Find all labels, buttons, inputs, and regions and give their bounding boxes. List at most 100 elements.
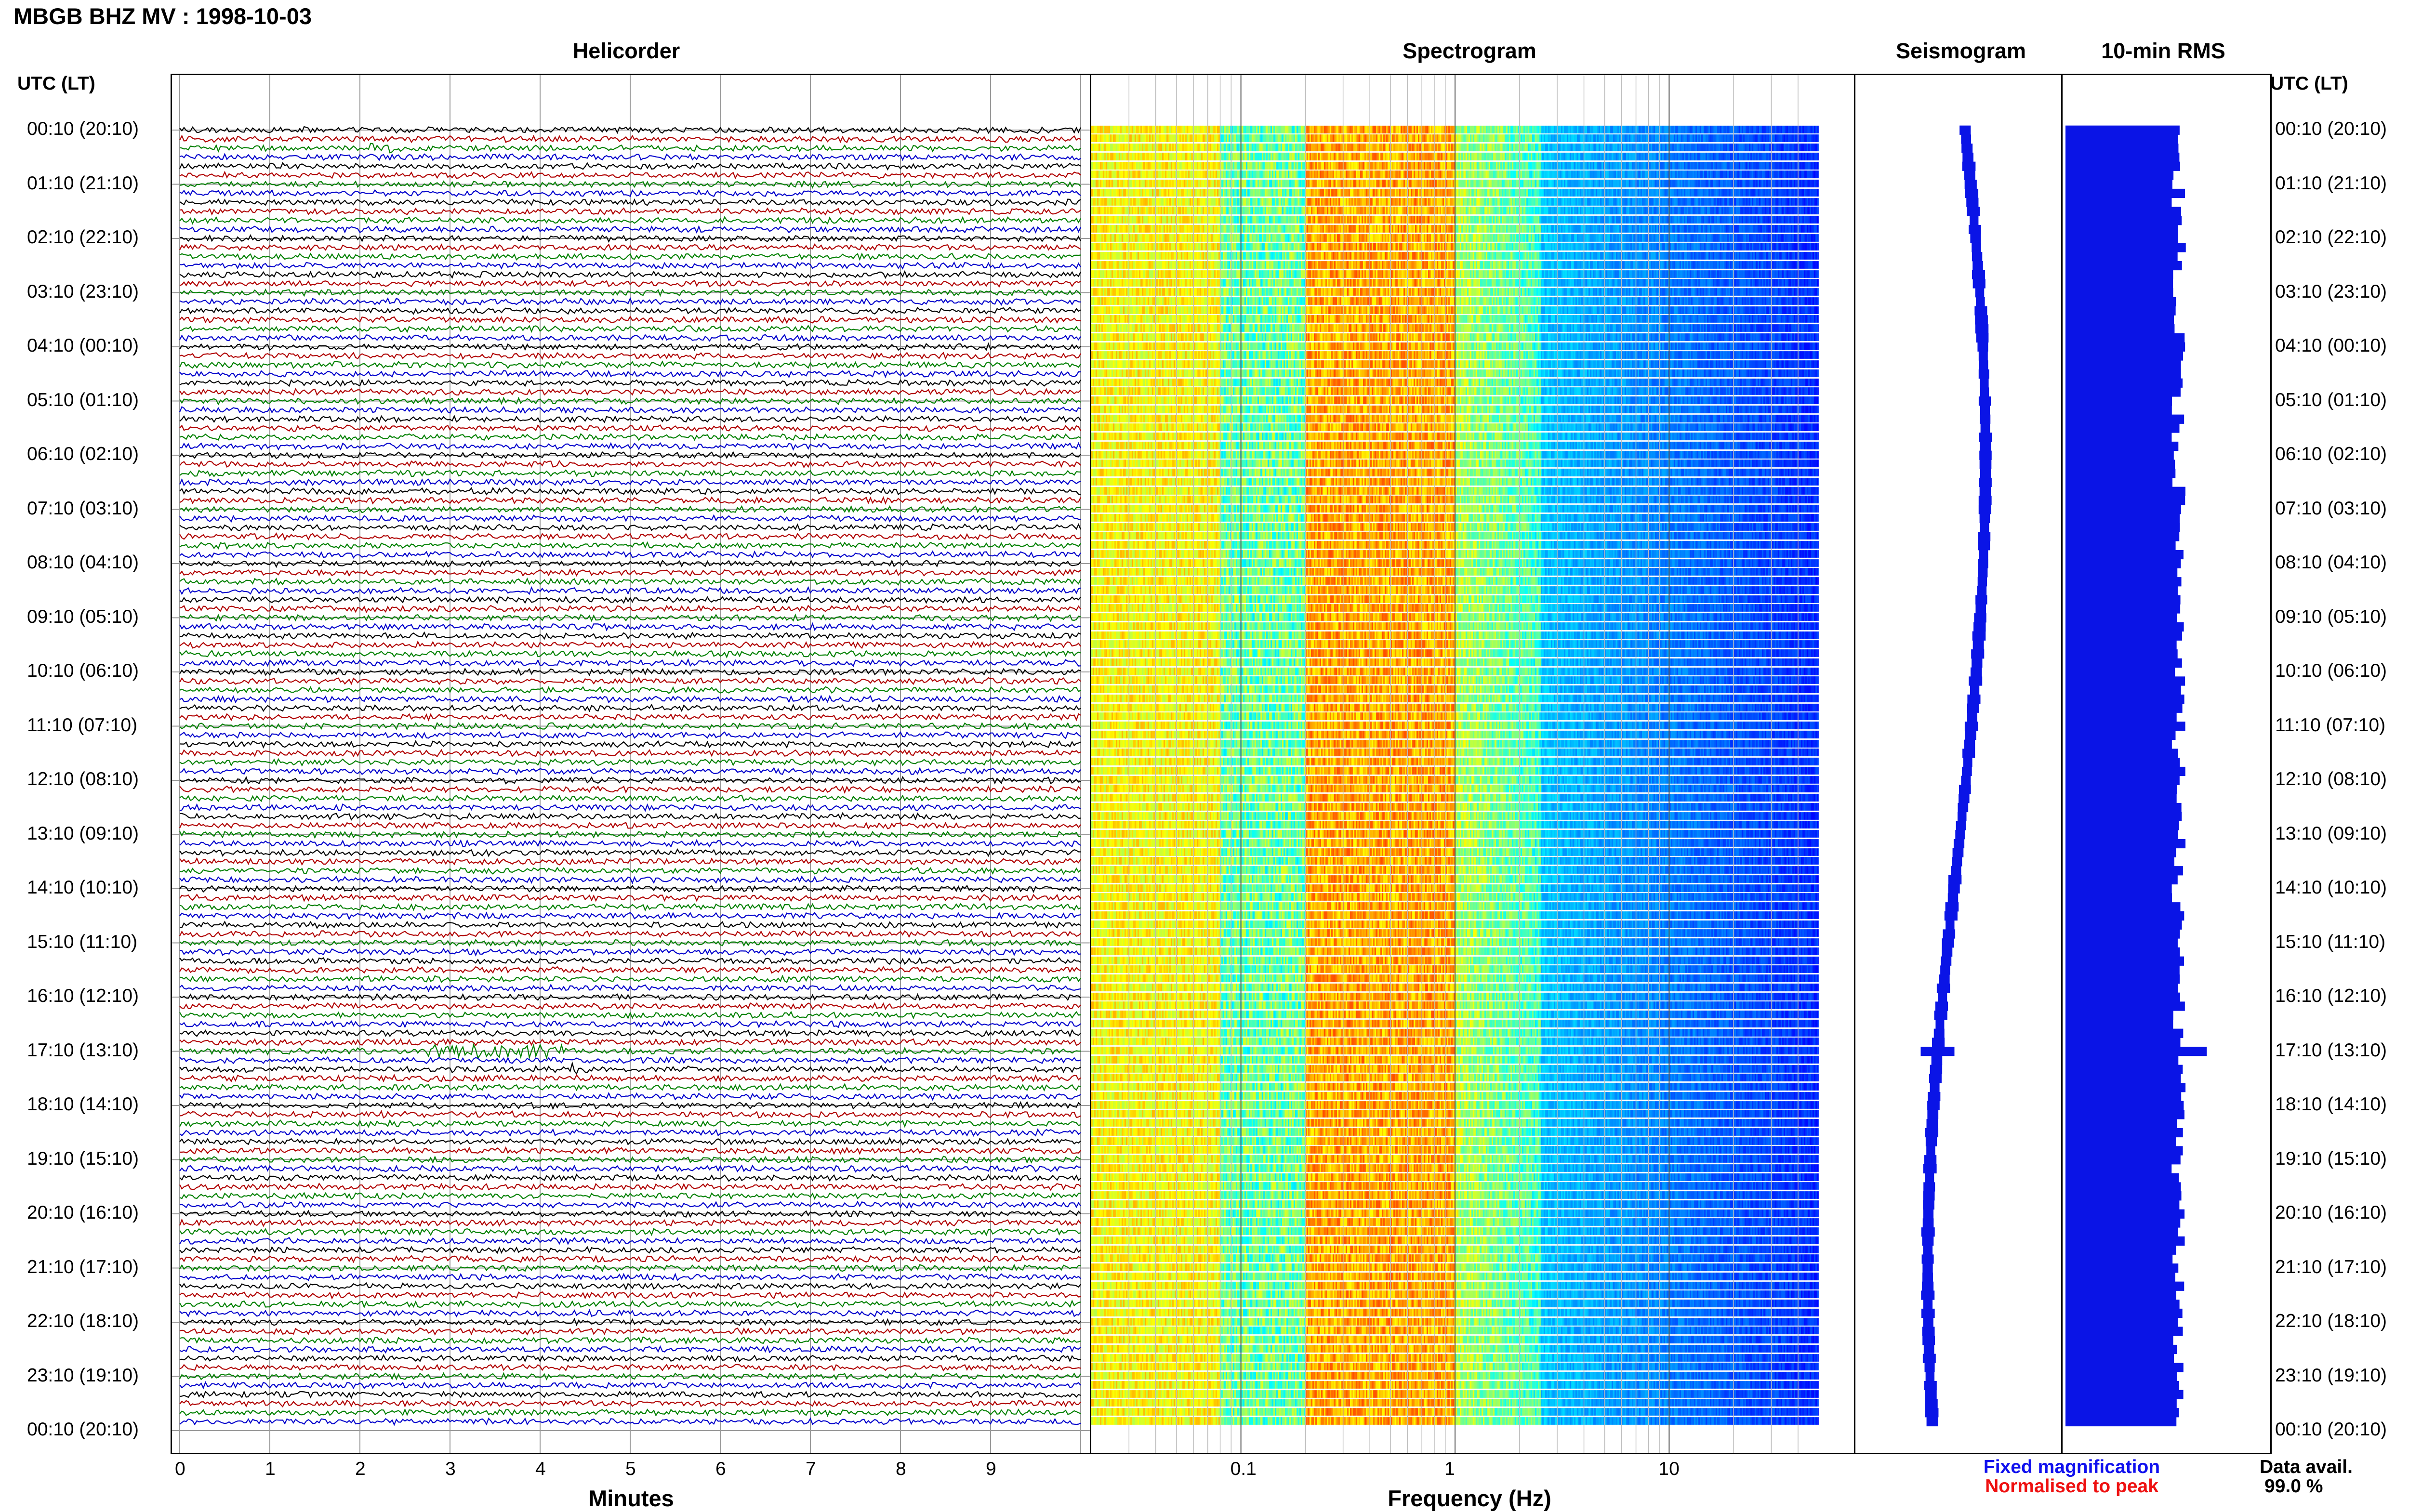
helicorder-trace: [179, 1029, 1081, 1038]
seismogram-segment: [1978, 369, 1989, 379]
helicorder-trace: [179, 667, 1081, 676]
seismogram-segment: [1922, 1236, 1934, 1246]
seismogram-segment: [1923, 1300, 1933, 1309]
seismogram-segment: [1979, 433, 1992, 442]
rms-bar: [2065, 477, 2173, 487]
helicorder-trace: [179, 243, 1081, 251]
seismogram-segment: [1970, 667, 1982, 677]
seismogram-segment: [1923, 1164, 1937, 1174]
rms-bar: [2065, 1300, 2180, 1309]
rms-bar: [2065, 486, 2185, 496]
helicorder-trace: [179, 884, 1081, 893]
helicorder-trace: [179, 261, 1081, 270]
helicorder-trace: [179, 388, 1081, 396]
rms-bar: [2065, 306, 2176, 316]
seismogram-segment: [1943, 929, 1956, 939]
seismogram-segment: [1926, 1417, 1938, 1427]
seismogram-segment: [1964, 730, 1976, 740]
helicorder-trace: [179, 414, 1081, 423]
rms-bar: [2065, 351, 2183, 361]
rms-bar: [2065, 1200, 2180, 1210]
seismogram-segment: [1946, 920, 1955, 930]
seismogram-segment: [1921, 1254, 1934, 1264]
rms-bar: [2065, 766, 2185, 776]
helicorder-trace: [179, 270, 1081, 279]
seismogram-segment: [1923, 1209, 1934, 1219]
rms-bar: [2065, 1344, 2177, 1354]
helicorder-trace: [179, 568, 1081, 577]
seismogram-segment: [1944, 911, 1958, 921]
rms-bar: [2065, 739, 2172, 749]
helicorder-trace: [179, 1001, 1081, 1011]
rms-bar: [2065, 197, 2172, 207]
rms-bar: [2065, 1317, 2178, 1327]
helicorder-trace: [179, 316, 1081, 324]
rms-bar: [2065, 956, 2184, 966]
helicorder-trace: [179, 1236, 1081, 1245]
time-label-right: 16:10 (12:10): [2275, 986, 2387, 1006]
rms-bar: [2065, 423, 2180, 433]
helicorder-trace: [179, 776, 1081, 785]
helicorder-trace: [179, 198, 1081, 207]
seismogram-segment: [1923, 1317, 1933, 1327]
time-label-right: 23:10 (19:10): [2275, 1365, 2387, 1386]
rms-bar: [2065, 1182, 2181, 1192]
rms-bar: [2065, 1408, 2179, 1418]
time-label-right: 10:10 (06:10): [2275, 660, 2387, 681]
helicorder-trace: [179, 956, 1081, 965]
helicorder-trace: [179, 993, 1081, 1001]
rms-bar: [2065, 324, 2175, 334]
rms-bar: [2065, 541, 2176, 551]
seismogram-segment: [1950, 866, 1961, 876]
helicorder-trace: [179, 1128, 1081, 1137]
frequency-tick-label: 0.1: [1230, 1459, 1257, 1479]
helicorder-trace: [179, 677, 1081, 685]
rms-bar: [2065, 1019, 2173, 1029]
seismogram-segment: [1932, 1038, 1945, 1047]
helicorder-trace: [179, 1020, 1081, 1029]
helicorder-trace: [179, 1317, 1081, 1327]
rms-bar: [2065, 568, 2178, 578]
helicorder-trace: [179, 1101, 1081, 1110]
rms-bar: [2065, 1417, 2177, 1427]
seismogram-segment: [1930, 1065, 1943, 1074]
helicorder-trace: [179, 306, 1081, 315]
time-label-left: 00:10 (20:10): [27, 118, 139, 139]
helicorder-trace: [179, 867, 1081, 875]
rms-bar: [2065, 1011, 2173, 1020]
rms-bar: [2065, 848, 2176, 857]
time-label-left: 13:10 (09:10): [27, 823, 139, 844]
seismogram-segment: [1925, 1399, 1938, 1408]
seismogram-segment: [1977, 577, 1987, 587]
rms-bar: [2065, 1327, 2183, 1336]
helicorder-trace: [179, 478, 1081, 486]
seismogram-segment: [1924, 1363, 1935, 1372]
rms-bar: [2065, 243, 2186, 252]
seismogram-segment: [1975, 324, 1989, 334]
seismogram-segment: [1926, 1146, 1935, 1156]
rms-bar: [2065, 640, 2177, 650]
helicorder-trace: [179, 1083, 1081, 1092]
rms-bar: [2065, 433, 2172, 442]
seismogram-segment: [1923, 1344, 1934, 1354]
rms-bar: [2065, 279, 2173, 289]
rms-bar: [2065, 207, 2181, 216]
rms-bar: [2065, 134, 2178, 144]
seismogram-segment: [1964, 722, 1978, 731]
helicorder-trace: [179, 360, 1081, 369]
helicorder-trace: [179, 342, 1081, 351]
seismogram-plot: [1920, 125, 1992, 1427]
spectrogram-plot: [1091, 75, 1854, 1453]
time-label-left: 12:10 (08:10): [27, 769, 139, 789]
seismogram-segment: [1925, 1408, 1939, 1418]
rms-bar: [2065, 866, 2183, 876]
helicorder-trace: [179, 1192, 1081, 1200]
helicorder-trace: [179, 1372, 1081, 1381]
rms-bar: [2065, 758, 2180, 767]
rms-bar: [2065, 1209, 2185, 1219]
seismogram-segment: [1970, 685, 1980, 695]
seismogram-segment: [1923, 1191, 1935, 1201]
rms-bar: [2065, 152, 2180, 162]
helicorder-trace: [179, 325, 1081, 333]
helicorder-trace: [179, 974, 1081, 983]
